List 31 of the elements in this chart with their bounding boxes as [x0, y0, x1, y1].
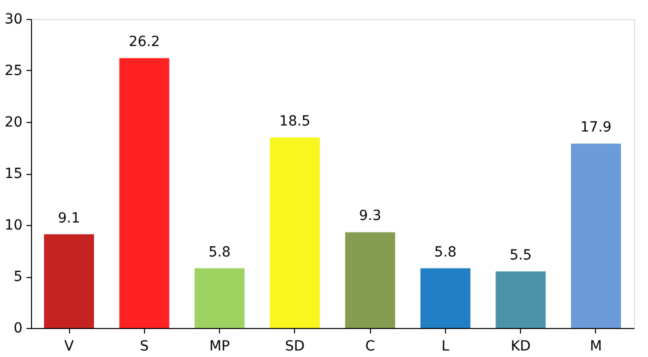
data-label: 26.2	[128, 34, 160, 50]
y-tick-label: 20	[4, 114, 22, 130]
bar	[496, 271, 546, 328]
data-label: 18.5	[279, 113, 310, 130]
bar	[345, 232, 396, 328]
y-tick-label: 15	[4, 166, 22, 182]
data-label: 17.9	[580, 120, 612, 136]
data-label: 5.8	[434, 244, 457, 260]
y-tick-label: 25	[4, 63, 22, 79]
y-tick-label: 30	[4, 12, 22, 28]
x-tick-label: SD	[285, 338, 305, 354]
y-tick-label: 5	[14, 269, 22, 285]
y-tick-label: 10	[4, 218, 22, 234]
x-tick-label: S	[140, 338, 149, 354]
bar	[119, 58, 170, 328]
x-tick-label: C	[365, 338, 376, 354]
y-tick-label: 0	[14, 320, 22, 336]
data-label: 9.3	[359, 208, 382, 224]
x-tick-label: V	[64, 338, 74, 354]
x-tick-label: L	[442, 338, 450, 354]
bar	[44, 234, 94, 328]
bar	[194, 268, 245, 328]
x-tick-label: KD	[510, 338, 531, 354]
bar	[570, 144, 621, 328]
x-tick-label: MP	[209, 338, 230, 354]
x-tick-label: M	[590, 338, 602, 354]
data-label: 9.1	[58, 210, 80, 226]
data-label: 5.5	[510, 247, 532, 264]
data-label: 5.8	[208, 244, 231, 260]
bar	[270, 137, 320, 328]
bar	[420, 268, 470, 328]
